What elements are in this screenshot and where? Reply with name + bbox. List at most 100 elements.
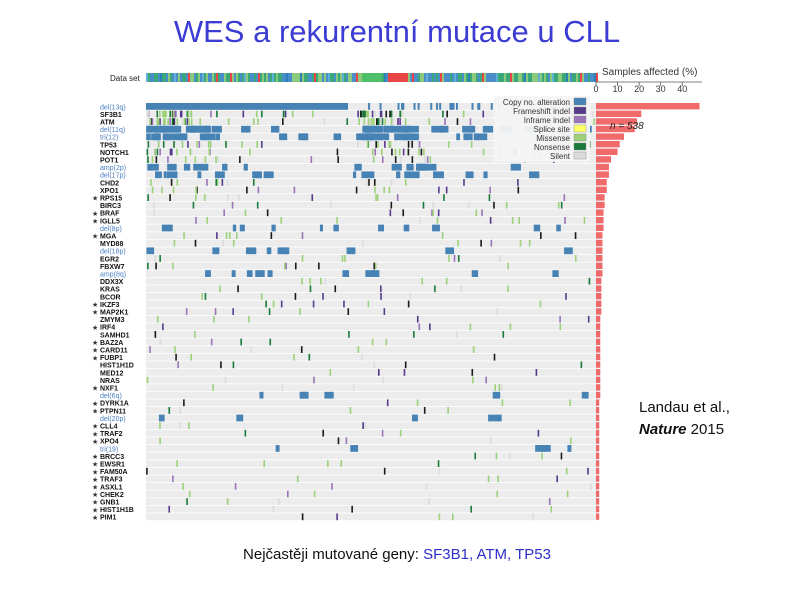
mutation-cell — [564, 247, 573, 255]
mutation-cell — [194, 331, 196, 338]
data-set-cell — [154, 73, 156, 82]
data-set-cell — [358, 73, 360, 82]
mutation-cell — [174, 346, 176, 353]
mutation-cell — [173, 118, 176, 125]
mutation-cell — [162, 141, 165, 148]
mutation-cell — [564, 217, 566, 224]
cnv-cell — [397, 103, 400, 110]
mutation-cell — [210, 338, 213, 346]
mutation-cell — [390, 201, 393, 209]
bar-samples-affected — [596, 186, 607, 193]
data-set-cell — [278, 73, 280, 82]
mutation-cell — [313, 376, 315, 384]
mutation-cell — [163, 118, 165, 125]
data-set-cell — [540, 73, 542, 82]
data-set-cell — [290, 73, 292, 82]
mutation-cell — [496, 308, 498, 315]
bar-samples-affected — [596, 338, 601, 345]
mutation-cell — [583, 217, 586, 224]
mutation-cell — [154, 331, 157, 338]
mutation-cell — [519, 239, 522, 247]
driver-star: ★ — [92, 301, 98, 309]
mutation-cell — [463, 179, 465, 186]
bar-samples-affected — [596, 247, 603, 254]
bar-samples-affected — [596, 323, 601, 330]
mutation-cell — [223, 163, 228, 171]
cnv-cell — [401, 103, 404, 110]
mutation-cell — [169, 148, 172, 156]
mutation-cell — [431, 125, 443, 133]
mutation-cell — [294, 262, 297, 270]
mutation-cell — [324, 391, 334, 399]
mutation-cell — [421, 277, 424, 285]
row-background — [146, 452, 598, 460]
citation-year: 2015 — [686, 421, 725, 438]
mutation-cell — [147, 262, 149, 270]
row-background — [146, 239, 598, 247]
row-background — [146, 353, 598, 361]
mutation-cell — [215, 156, 217, 163]
mutation-cell — [482, 110, 485, 118]
mutation-cell — [179, 110, 182, 118]
mutation-cell — [565, 467, 568, 475]
bar-tick-label: 10 — [613, 84, 623, 94]
mutation-cell — [280, 247, 288, 255]
mutation-cell — [367, 110, 370, 118]
mutation-cell — [147, 163, 152, 171]
mutation-cell — [195, 186, 197, 194]
mutation-cell — [441, 232, 444, 239]
data-set-cell — [592, 73, 594, 82]
mutation-cell — [159, 437, 161, 445]
mutation-cell — [559, 315, 561, 323]
mutation-cell — [285, 262, 287, 270]
mutation-cell — [475, 209, 478, 217]
bar-samples-affected — [596, 133, 625, 140]
mutation-cell — [224, 376, 227, 384]
row-background — [146, 323, 598, 331]
data-set-cell — [320, 73, 322, 82]
mutation-cell — [294, 293, 297, 300]
mutation-cell — [266, 247, 272, 255]
legend-label: Frameshift indel — [513, 107, 570, 116]
data-set-cell — [384, 73, 386, 82]
driver-star: ★ — [92, 309, 98, 317]
caption-prefix: Nejčastěji mutované geny: — [243, 546, 424, 563]
mutation-cell — [167, 118, 169, 125]
row-background — [146, 209, 598, 217]
mutation-cell — [195, 194, 197, 201]
mutation-cell — [217, 156, 219, 163]
data-set-cell — [170, 73, 172, 82]
data-set-cell — [522, 73, 524, 82]
row-background — [146, 429, 598, 437]
mutation-cell — [416, 399, 419, 407]
data-set-cell — [262, 73, 264, 82]
driver-star: ★ — [92, 324, 98, 332]
gene-label: EGR2 — [100, 256, 119, 263]
data-set-cell — [292, 73, 294, 82]
mutation-cell — [416, 163, 426, 171]
mutation-cell — [426, 156, 429, 163]
data-set-cell — [178, 73, 180, 82]
gene-label: BIRC3 — [100, 203, 121, 210]
mutation-cell — [333, 133, 342, 141]
mutation-cell — [190, 118, 193, 125]
mutation-cell — [392, 118, 394, 125]
mutation-cell — [365, 110, 368, 118]
mutation-cell — [208, 148, 210, 156]
row-background — [146, 346, 598, 353]
mutation-cell — [334, 285, 337, 293]
data-set-cell — [280, 73, 282, 82]
bar-samples-affected — [596, 391, 601, 399]
row-background — [146, 505, 598, 513]
bar-samples-affected — [596, 353, 601, 361]
mutation-cell — [482, 125, 494, 133]
mutation-cell — [277, 247, 282, 255]
row-background — [146, 156, 598, 163]
data-set-cell — [150, 73, 152, 82]
bar-samples-affected — [596, 194, 605, 201]
row-background — [146, 247, 598, 255]
data-set-cell — [434, 73, 436, 82]
data-set-cell — [436, 73, 438, 82]
mutation-cell — [485, 376, 488, 384]
data-set-cell — [254, 73, 256, 82]
